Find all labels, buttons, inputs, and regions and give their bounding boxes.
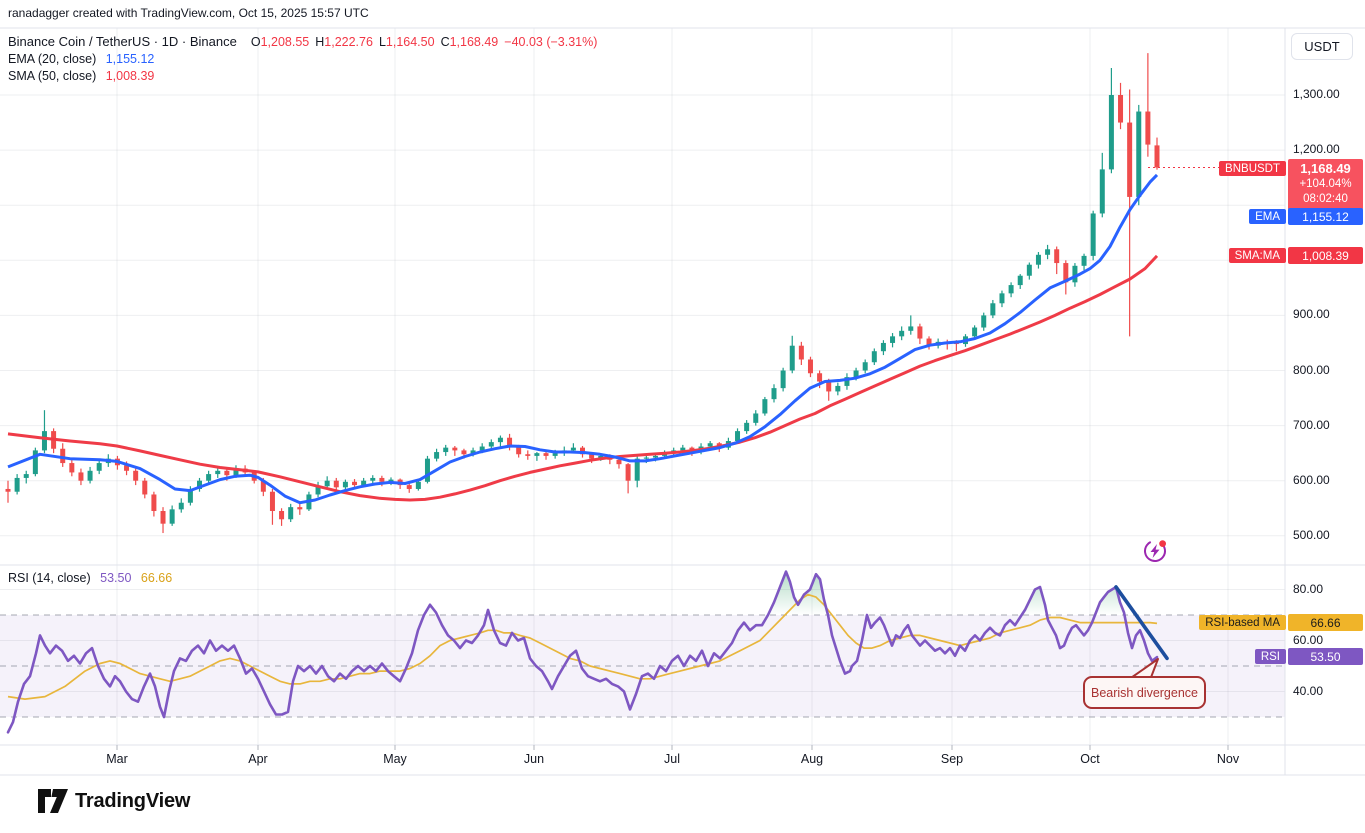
currency-toggle-button[interactable]: USDT	[1291, 33, 1353, 60]
rsi-ma-value-box: 66.66	[1288, 614, 1363, 631]
tradingview-logo-text: TradingView	[75, 789, 191, 812]
change-value: −40.03 (−3.31%)	[504, 35, 598, 49]
time-axis-label-mar: Mar	[106, 752, 128, 766]
lightning-badge-icon[interactable]	[1141, 537, 1169, 565]
bar-countdown: 08:02:40	[1303, 193, 1348, 205]
close-label: C	[440, 35, 450, 49]
time-axis-label-oct: Oct	[1080, 752, 1100, 766]
price-axis-label: 1,200.00	[1293, 142, 1340, 157]
rsi-legend[interactable]: RSI (14, close) 53.50 66.66	[8, 571, 172, 585]
symbol-title: Binance Coin / TetherUS · 1D · Binance	[8, 34, 237, 49]
close-value: 1,168.49	[449, 35, 499, 49]
rsi-tag: RSI	[1254, 649, 1286, 664]
ema-price-tag: EMA	[1249, 209, 1286, 224]
time-axis-label-aug: Aug	[800, 752, 824, 766]
rsi-axis-label: 80.00	[1293, 581, 1324, 596]
rsi-ma-value: 66.66	[140, 571, 173, 585]
price-axis-label: 900.00	[1293, 307, 1330, 322]
time-axis-label-jun: Jun	[523, 752, 545, 766]
ema-line[interactable]	[7, 173, 1159, 505]
symbol-price-tag: BNBUSDT	[1219, 161, 1286, 176]
sma-value: 1,008.39	[105, 69, 155, 83]
rsi-label: RSI (14, close)	[8, 571, 91, 585]
time-axis-label-apr: Apr	[248, 752, 268, 766]
rsi-overbought-fill	[424, 604, 438, 615]
time-axis-label-nov: Nov	[1216, 752, 1240, 766]
sma-price-value: 1,008.39	[1288, 247, 1363, 264]
high-value: 1,222.76	[324, 35, 373, 49]
ema-legend-row[interactable]: EMA (20, close) 1,155.12	[8, 51, 597, 68]
tradingview-logo[interactable]: TradingView	[38, 788, 190, 814]
time-axis-label-may: May	[383, 752, 407, 766]
chart-legend[interactable]: Binance Coin / TetherUS · 1D · Binance O1…	[8, 33, 597, 85]
time-axis-label-jul: Jul	[664, 752, 680, 766]
sma-line[interactable]	[7, 254, 1159, 502]
rsi-line[interactable]	[6, 570, 1159, 734]
ema-value: 1,155.12	[105, 52, 155, 66]
rsi-value: 53.50	[100, 571, 132, 585]
attribution-text: ranadagger created with TradingView.com,…	[8, 6, 369, 20]
low-value: 1,164.50	[385, 35, 435, 49]
price-axis-label: 700.00	[1293, 417, 1330, 432]
symbol-legend-row[interactable]: Binance Coin / TetherUS · 1D · Binance O1…	[8, 33, 597, 51]
open-label: O	[250, 35, 261, 49]
rsi-axis-label: 40.00	[1293, 683, 1324, 698]
open-value: 1,208.55	[260, 35, 310, 49]
rsi-ma-tag: RSI-based MA	[1199, 615, 1286, 630]
tradingview-logo-icon	[38, 789, 68, 813]
ema-label: EMA (20, close)	[8, 52, 97, 66]
divergence-trendline[interactable]	[1114, 585, 1169, 661]
last-price: 1,168.49	[1300, 161, 1351, 176]
sma-label: SMA (50, close)	[8, 69, 97, 83]
high-label: H	[315, 35, 325, 49]
change-percent: +104.04%	[1299, 178, 1352, 190]
sma-price-tag: SMA:MA	[1228, 248, 1286, 263]
price-axis-label: 500.00	[1293, 527, 1330, 542]
price-axis-label: 600.00	[1293, 472, 1330, 487]
sma-legend-row[interactable]: SMA (50, close) 1,008.39	[8, 68, 597, 85]
price-axis-label: 800.00	[1293, 362, 1330, 377]
time-axis-label-sep: Sep	[940, 752, 964, 766]
rsi-axis-label: 60.00	[1293, 632, 1324, 647]
low-label: L	[378, 35, 386, 49]
symbol-price-value-block: 1,168.49 +104.04% 08:02:40	[1288, 159, 1363, 210]
price-axis-label: 1,300.00	[1293, 87, 1340, 101]
ema-price-value: 1,155.12	[1288, 208, 1363, 225]
rsi-value-box: 53.50	[1288, 648, 1363, 665]
bearish-divergence-callout[interactable]: Bearish divergence	[1083, 676, 1206, 709]
